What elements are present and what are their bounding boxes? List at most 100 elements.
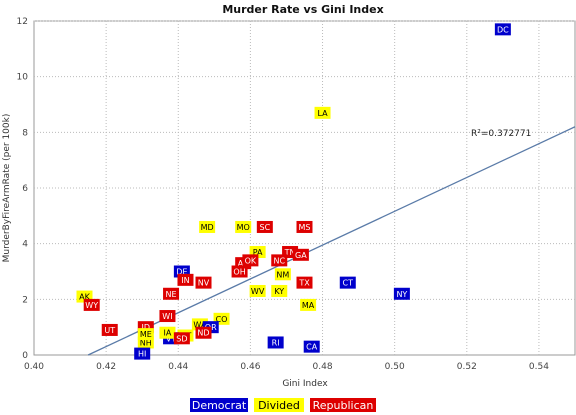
x-tick-label: 0.46 bbox=[240, 362, 260, 372]
axis-ticks: 0.40 0.42 0.44 0.46 0.48 0.50 0.52 0.54 0 2 4 6 8 10 1… bbox=[17, 17, 550, 372]
point-label: NY bbox=[396, 290, 407, 299]
point-label: UT bbox=[104, 326, 115, 335]
point-marker bbox=[159, 310, 176, 323]
point-marker bbox=[393, 287, 410, 300]
point-marker bbox=[195, 326, 212, 339]
y-tick-label: 4 bbox=[22, 240, 28, 250]
point-marker bbox=[296, 276, 313, 289]
point-label: SC bbox=[259, 223, 270, 232]
point-label: MD bbox=[201, 223, 214, 232]
r-squared-label: R²=0.372771 bbox=[471, 129, 531, 139]
point-marker bbox=[256, 220, 273, 233]
point-marker bbox=[159, 326, 176, 339]
point-label: NC bbox=[273, 256, 285, 265]
point-marker bbox=[199, 220, 216, 233]
point-label: CO bbox=[216, 315, 228, 324]
x-tick-label: 0.42 bbox=[96, 362, 116, 372]
point-marker bbox=[314, 106, 331, 119]
point-label: NH bbox=[140, 338, 152, 347]
point-marker bbox=[231, 265, 248, 278]
point-label: TX bbox=[298, 279, 310, 288]
data-point: NM bbox=[274, 268, 291, 281]
point-label: RI bbox=[272, 338, 280, 347]
point-label: HI bbox=[138, 350, 146, 359]
point-label: ID bbox=[142, 323, 151, 332]
data-point: WI bbox=[159, 310, 176, 323]
point-label: CA bbox=[306, 343, 318, 352]
point-label: NM bbox=[276, 270, 289, 279]
point-marker bbox=[134, 347, 151, 360]
point-label: DE bbox=[176, 268, 187, 277]
point-marker bbox=[274, 268, 291, 281]
data-point: CA bbox=[303, 340, 320, 353]
point-label: KY bbox=[274, 287, 284, 296]
point-label: MO bbox=[237, 223, 250, 232]
point-marker bbox=[177, 273, 194, 286]
point-label: WV bbox=[251, 287, 265, 296]
data-point: NE bbox=[163, 287, 180, 300]
data-point: MS bbox=[296, 220, 313, 233]
y-tick-label: 0 bbox=[22, 351, 28, 361]
point-marker bbox=[163, 287, 180, 300]
chart-title: Murder Rate vs Gini Index bbox=[222, 3, 383, 16]
data-point: ME bbox=[137, 328, 154, 341]
data-point: SC bbox=[256, 220, 273, 233]
point-label: ME bbox=[140, 330, 152, 339]
point-marker bbox=[173, 332, 190, 345]
data-point: DC bbox=[494, 23, 511, 36]
y-axis-title: MurderByFireArmRate (per 100k) bbox=[2, 114, 12, 263]
x-tick-label: 0.50 bbox=[385, 362, 405, 372]
legend-swatch bbox=[190, 398, 248, 412]
data-point: IA bbox=[159, 326, 176, 339]
x-tick-label: 0.40 bbox=[24, 362, 44, 372]
data-point: MA bbox=[300, 298, 317, 311]
point-marker bbox=[235, 220, 252, 233]
point-label: OK bbox=[245, 256, 257, 265]
data-point: KY bbox=[271, 284, 288, 297]
data-points: DCLACTNYMSSCMDMOTNGAPAAZOKNCOHNMTXWVKYMA… bbox=[76, 23, 511, 360]
data-point: OH bbox=[231, 265, 248, 278]
point-label: WY bbox=[85, 301, 98, 310]
point-marker bbox=[249, 284, 266, 297]
data-point: OK bbox=[242, 254, 259, 267]
x-axis-title: Gini Index bbox=[282, 379, 328, 389]
legend-item: Republican bbox=[310, 398, 376, 412]
point-marker bbox=[339, 276, 356, 289]
x-tick-label: 0.54 bbox=[529, 362, 549, 372]
point-label: MA bbox=[302, 301, 315, 310]
point-label: TN bbox=[284, 248, 296, 257]
point-marker bbox=[271, 284, 288, 297]
data-point: MD bbox=[199, 220, 216, 233]
point-marker bbox=[292, 248, 309, 261]
data-point: UT bbox=[101, 323, 118, 336]
point-label: AK bbox=[79, 293, 90, 302]
point-label: GA bbox=[295, 251, 307, 260]
data-point: CT bbox=[339, 276, 356, 289]
point-label: CT bbox=[343, 279, 354, 288]
legend-item: Democrat bbox=[190, 398, 248, 412]
point-label: MS bbox=[299, 223, 311, 232]
y-tick-label: 2 bbox=[22, 295, 28, 305]
point-label: VT bbox=[166, 334, 176, 343]
point-label: OH bbox=[233, 268, 245, 277]
data-point: NY bbox=[393, 287, 410, 300]
point-label: IN bbox=[181, 276, 189, 285]
point-marker bbox=[195, 276, 212, 289]
point-label: WI bbox=[162, 312, 172, 321]
data-point: HI bbox=[134, 347, 151, 360]
data-point: LA bbox=[314, 106, 331, 119]
data-point: NC bbox=[271, 254, 288, 267]
point-label: WA bbox=[193, 320, 206, 329]
point-label: SD bbox=[176, 334, 187, 343]
point-marker bbox=[137, 328, 154, 341]
y-tick-label: 6 bbox=[22, 184, 28, 194]
data-point: RI bbox=[267, 336, 284, 349]
point-label: NV bbox=[198, 279, 210, 288]
data-point: TX bbox=[296, 276, 313, 289]
x-tick-label: 0.52 bbox=[457, 362, 477, 372]
y-tick-label: 10 bbox=[17, 73, 29, 83]
point-marker bbox=[267, 336, 284, 349]
grid-lines bbox=[34, 20, 575, 355]
data-point: NV bbox=[195, 276, 212, 289]
